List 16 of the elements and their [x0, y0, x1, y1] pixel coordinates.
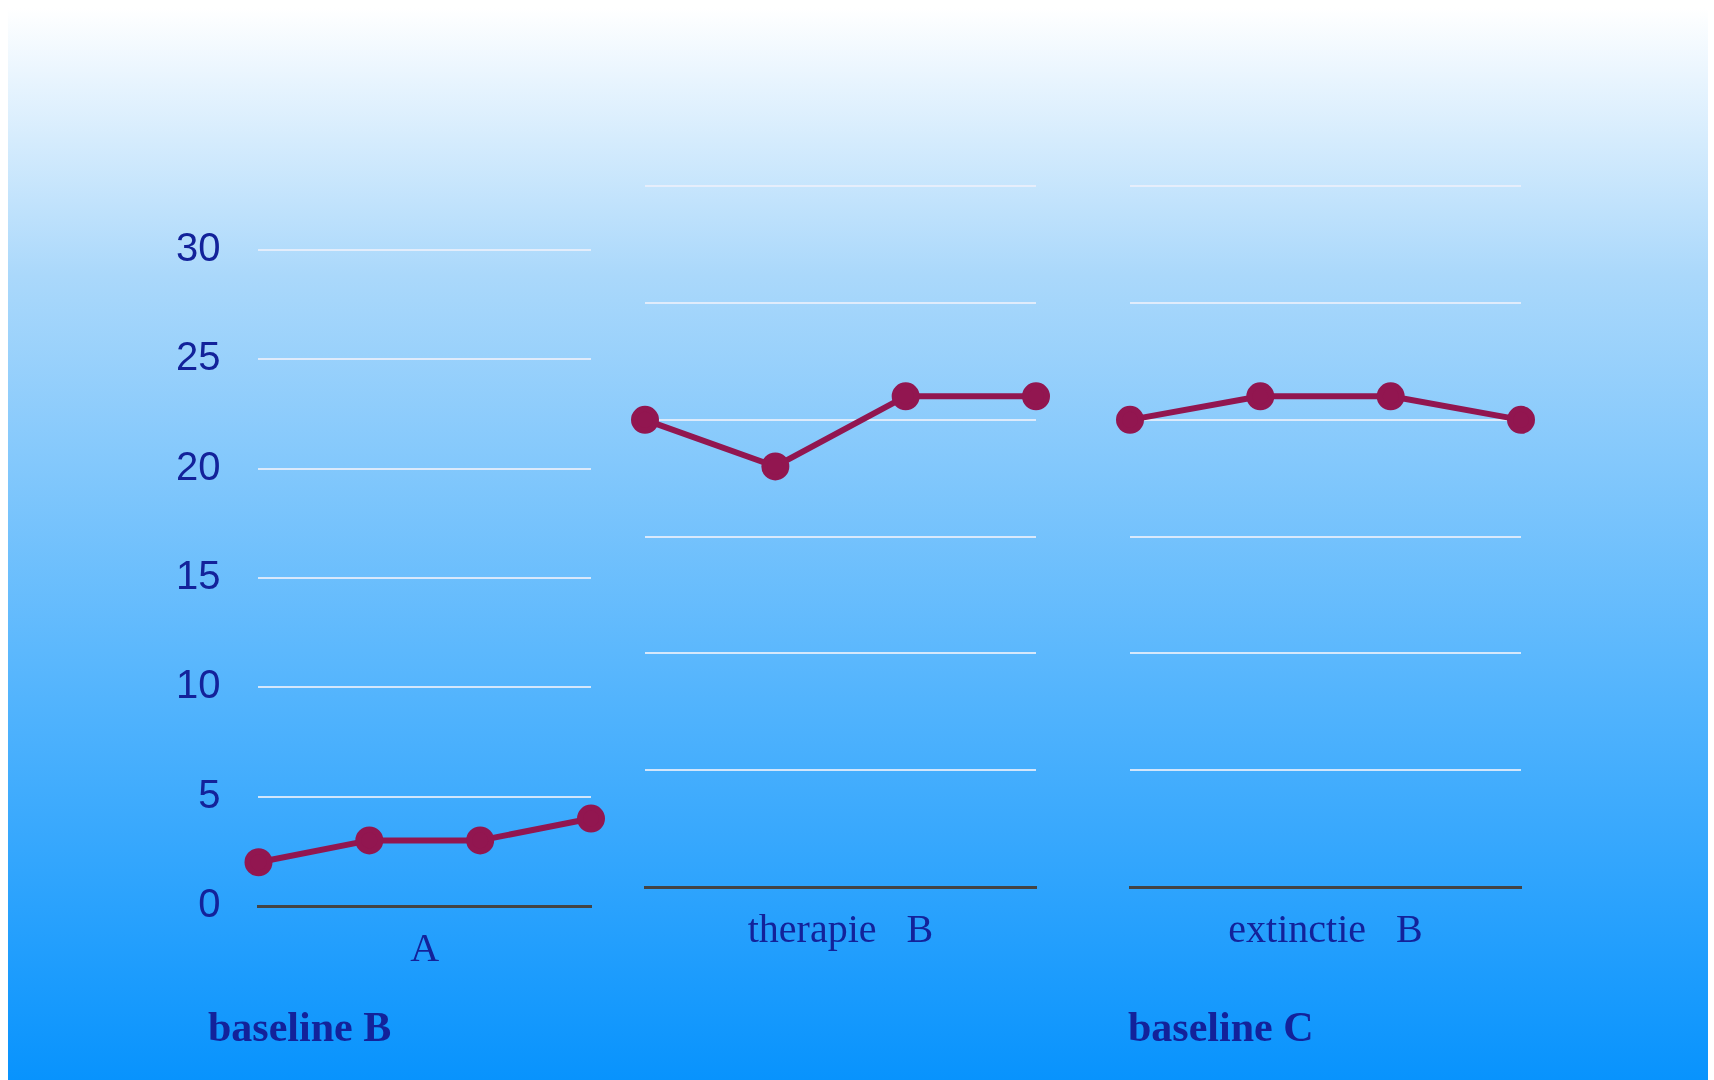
- x-axis-title: therapie B: [747, 905, 934, 951]
- y-tick-label: 5: [198, 771, 221, 816]
- text: baseline B: [208, 1003, 392, 1051]
- x-axis-title: A: [410, 924, 440, 970]
- y-tick-label: 10: [175, 662, 221, 707]
- y-tick-label: 15: [175, 553, 221, 598]
- text: baseline C: [1128, 1003, 1314, 1051]
- y-tick-label: 20: [175, 443, 221, 488]
- point: [466, 826, 495, 855]
- point: [577, 804, 605, 833]
- point: [244, 848, 273, 877]
- x-axis-title: extinctie B: [1228, 905, 1423, 951]
- point: [355, 826, 384, 855]
- y-tick-label: 25: [175, 334, 221, 379]
- y-tick-label: 30: [175, 225, 221, 270]
- y-tick-label: 0: [198, 881, 221, 926]
